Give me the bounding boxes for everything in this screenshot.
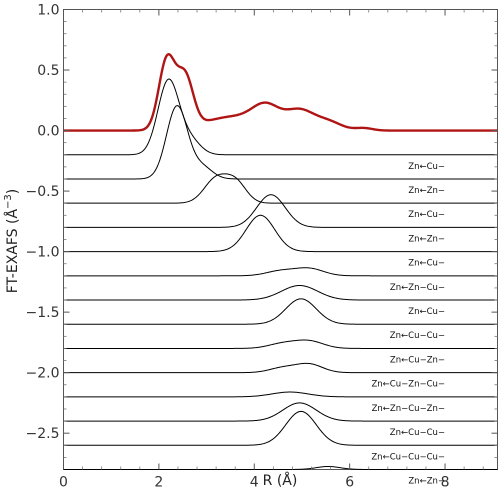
- y-tick-label: −2.0: [26, 366, 60, 382]
- y-tick-label: −1.5: [26, 305, 60, 321]
- plot-area: [63, 52, 498, 470]
- y-axis-label-sup: −3: [3, 194, 14, 209]
- path-curve-7: [63, 285, 498, 301]
- x-axis: 0 2 4 6 8: [59, 9, 484, 491]
- path-label-3: Zn←Cu−: [408, 210, 445, 220]
- x-tick-label: 4: [250, 475, 259, 491]
- path-curve-9: [63, 339, 498, 349]
- y-axis-label-main: FT-EXAFS (Å: [4, 209, 21, 294]
- path-curve-13: [63, 410, 498, 446]
- y-tick-label: 1.0: [37, 3, 59, 19]
- path-curve-12: [63, 402, 498, 422]
- path-curve-1: [63, 78, 498, 156]
- path-curve-14: [63, 465, 498, 470]
- path-label-2: Zn←Zn−: [408, 186, 445, 196]
- path-label-12: Zn←Cu−Cu−: [390, 428, 445, 438]
- experimental-curve: [63, 52, 498, 132]
- x-axis-label: R (Å): [263, 472, 298, 489]
- path-label-10: Zn←Cu−Zn−Cu−: [371, 380, 445, 390]
- y-tick-label: 0.5: [37, 63, 59, 79]
- y-tick-label: 0.0: [37, 124, 59, 140]
- y-tick-label: −1.0: [26, 245, 60, 261]
- path-curve-2: [63, 105, 498, 180]
- path-curve-8: [63, 298, 498, 325]
- path-label-5: Zn←Cu−: [408, 259, 445, 269]
- path-curve-10: [63, 362, 498, 374]
- y-axis: 1.0 0.5 0.0 −0.5 −1.0 −1.5 −2.0 −2.5: [26, 3, 498, 458]
- x-tick-label: 0: [59, 475, 68, 491]
- path-label-13: Zn←Cu−Cu−Cu−: [371, 452, 445, 462]
- path-labels: Zn←Cu−Zn←Zn−Zn←Cu−Zn←Zn−Zn←Cu−Zn←Zn−Cu−Z…: [371, 162, 445, 487]
- path-label-8: Zn←Cu−Cu−: [390, 331, 445, 341]
- x-tick-label: 6: [345, 475, 354, 491]
- path-label-6: Zn←Zn−Cu−: [390, 283, 445, 293]
- y-axis-label-close: ): [5, 189, 21, 194]
- path-curve-11: [63, 391, 498, 398]
- path-label-7: Zn←Cu−: [408, 307, 445, 317]
- path-curve-5: [63, 214, 498, 253]
- x-tick-label: 8: [441, 475, 450, 491]
- path-label-11: Zn←Zn−Cu−Zn−: [372, 404, 445, 414]
- path-label-9: Zn←Cu−Zn−: [390, 355, 445, 365]
- path-curve-4: [63, 194, 498, 228]
- path-curve-6: [63, 267, 498, 277]
- y-axis-label: FT-EXAFS (Å−3): [3, 189, 21, 294]
- y-tick-label: −0.5: [26, 184, 60, 200]
- path-label-4: Zn←Zn−: [408, 234, 445, 244]
- y-tick-label: −2.5: [26, 426, 60, 442]
- path-label-14: Zn←Zn−: [408, 477, 445, 487]
- x-tick-label: 2: [154, 475, 163, 491]
- path-curve-3: [63, 173, 498, 204]
- path-label-1: Zn←Cu−: [408, 162, 445, 172]
